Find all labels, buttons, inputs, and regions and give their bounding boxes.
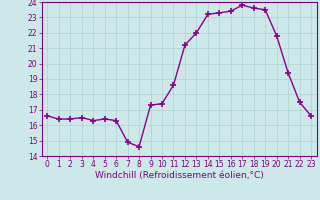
X-axis label: Windchill (Refroidissement éolien,°C): Windchill (Refroidissement éolien,°C) <box>95 171 264 180</box>
